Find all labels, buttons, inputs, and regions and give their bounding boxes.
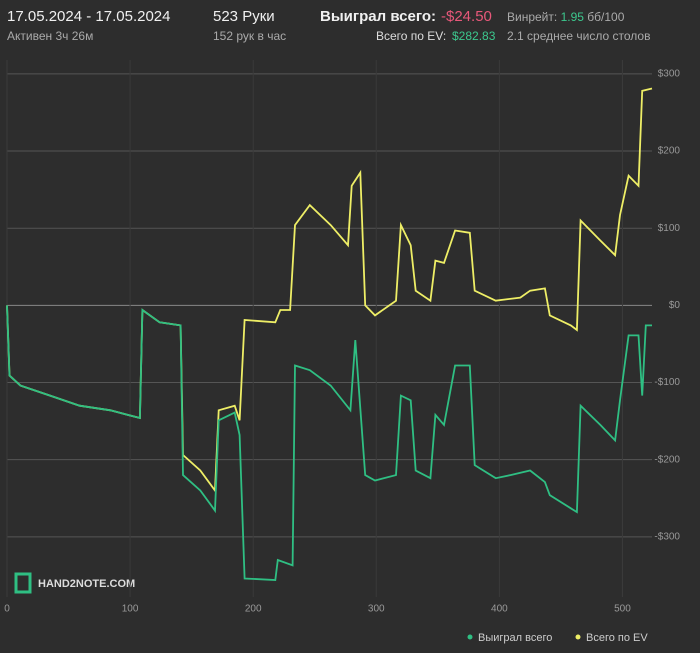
winrate-unit: бб/100 xyxy=(587,10,625,24)
y-tick-label: -$100 xyxy=(654,377,680,388)
won-label: Выиграл всего: xyxy=(320,8,437,25)
logo: HAND2NOTE.COM xyxy=(38,578,135,590)
ev-label: Всего по EV: xyxy=(376,29,447,43)
tables: 2.1 среднее число столов xyxy=(507,29,651,43)
ev-value: $282.83 xyxy=(452,29,496,43)
legend-label: Всего по EV xyxy=(586,632,648,644)
won-value: -$24.50 xyxy=(441,8,492,25)
y-tick-label: $200 xyxy=(658,146,681,157)
series-line xyxy=(6,305,652,581)
legend-marker xyxy=(467,634,473,640)
legend-marker xyxy=(575,634,581,640)
hands-per-hour: 152 рук в час xyxy=(213,29,287,43)
active-time: Активен 3ч 26м xyxy=(7,29,94,43)
legend-label: Выиграл всего xyxy=(478,632,552,644)
series-line xyxy=(6,87,653,494)
winrate: Винрейт: 1.95 бб/100 xyxy=(507,10,624,24)
y-tick-label: $300 xyxy=(658,69,681,80)
date-range: 17.05.2024 - 17.05.2024 xyxy=(7,8,171,25)
x-tick-label: 500 xyxy=(614,604,631,615)
logo-icon xyxy=(14,572,32,594)
winrate-value: 1.95 xyxy=(560,10,584,24)
x-tick-label: 0 xyxy=(4,604,10,615)
y-tick-label: -$300 xyxy=(654,531,680,542)
x-tick-label: 400 xyxy=(491,604,508,615)
y-tick-label: $100 xyxy=(658,223,681,234)
x-tick-label: 100 xyxy=(122,604,139,615)
y-tick-label: -$200 xyxy=(654,454,680,465)
y-tick-label: $0 xyxy=(669,300,681,311)
x-tick-label: 300 xyxy=(368,604,385,615)
hands: 523 Руки xyxy=(213,8,275,25)
winrate-label: Винрейт: xyxy=(507,10,558,24)
x-tick-label: 200 xyxy=(245,604,262,615)
